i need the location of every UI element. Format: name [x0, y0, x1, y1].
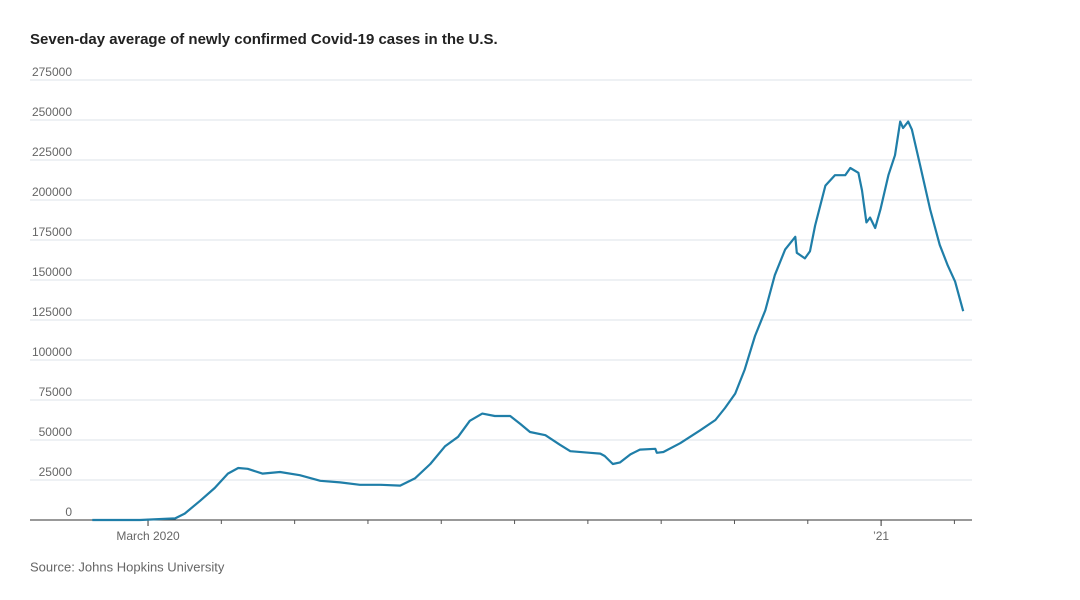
x-tick-label: ’21 [873, 529, 889, 543]
chart-title: Seven-day average of newly confirmed Cov… [30, 31, 498, 48]
line-series [92, 120, 965, 522]
y-tick-label: 275000 [32, 65, 72, 79]
y-tick-label: 200000 [32, 185, 72, 199]
x-tick-label: March 2020 [116, 529, 180, 543]
y-tick-label: 75000 [39, 385, 73, 399]
y-tick-label: 225000 [32, 145, 72, 159]
y-tick-label: 150000 [32, 265, 72, 279]
source: Source: Johns Hopkins University [30, 559, 225, 574]
y-tick-label: 0 [65, 505, 72, 519]
y-tick-label: 125000 [32, 305, 72, 319]
y-tick-label: 100000 [32, 345, 72, 359]
y-tick-label: 25000 [39, 465, 73, 479]
y-tick-label: 50000 [39, 425, 73, 439]
y-tick-label: 175000 [32, 225, 72, 239]
y-tick-label: 250000 [32, 105, 72, 119]
